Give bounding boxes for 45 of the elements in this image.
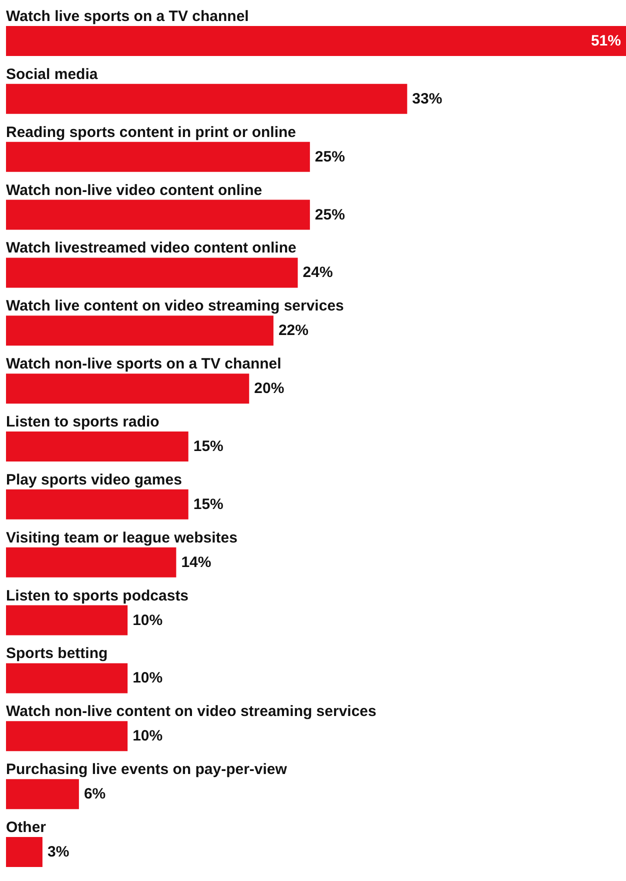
bar bbox=[6, 779, 79, 810]
bar bbox=[6, 84, 408, 114]
bar bbox=[6, 721, 128, 752]
y-tick-label: Sports betting bbox=[6, 645, 108, 662]
bar bbox=[6, 837, 42, 868]
y-tick-label: Watch live content on video streaming services bbox=[6, 298, 344, 315]
data-label: 20% bbox=[254, 380, 284, 398]
data-label: 25% bbox=[314, 148, 345, 166]
bar bbox=[6, 200, 310, 230]
y-tick-label: Purchasing live events on pay-per-view bbox=[6, 761, 288, 778]
y-tick-label: Watch non-live content on video streaming services bbox=[6, 703, 376, 720]
data-label: 10% bbox=[132, 728, 163, 745]
y-tick-label: Social media bbox=[6, 66, 98, 83]
y-tick-label: Watch non-live sports on a TV channel bbox=[6, 356, 282, 373]
bar bbox=[6, 489, 188, 520]
data-label: 14% bbox=[181, 554, 212, 571]
data-label: 25% bbox=[314, 206, 345, 224]
y-tick-label: Visiting team or league websites bbox=[6, 529, 238, 546]
y-tick-label: Listen to sports podcasts bbox=[6, 587, 189, 604]
y-tick-label: Reading sports content in print or online bbox=[6, 124, 296, 141]
y-tick-label: Listen to sports radio bbox=[6, 414, 160, 430]
bar bbox=[6, 26, 626, 56]
bar bbox=[6, 374, 250, 404]
y-tick-label: Other bbox=[6, 819, 46, 836]
bar bbox=[6, 547, 176, 578]
data-label: 51% bbox=[590, 32, 621, 50]
bar bbox=[6, 663, 128, 694]
data-label: 10% bbox=[132, 612, 163, 629]
data-label: 22% bbox=[278, 322, 308, 340]
bar bbox=[6, 432, 188, 462]
bar bbox=[6, 258, 298, 288]
y-tick-label: Watch non-live video content online bbox=[6, 182, 262, 199]
data-label: 33% bbox=[412, 90, 442, 108]
bar bbox=[6, 142, 310, 172]
data-label: 24% bbox=[302, 264, 333, 282]
y-tick-label: Watch live sports on a TV channel bbox=[6, 8, 249, 25]
bar bbox=[6, 316, 274, 346]
data-label: 6% bbox=[84, 786, 106, 803]
y-tick-label: Watch livestreamed video content online bbox=[6, 240, 296, 257]
bar bbox=[6, 605, 128, 636]
data-label: 3% bbox=[47, 844, 70, 861]
data-label: 15% bbox=[193, 496, 224, 513]
data-label: 10% bbox=[132, 670, 163, 687]
y-tick-label: Play sports video games bbox=[6, 471, 182, 488]
data-label: 15% bbox=[193, 438, 224, 455]
